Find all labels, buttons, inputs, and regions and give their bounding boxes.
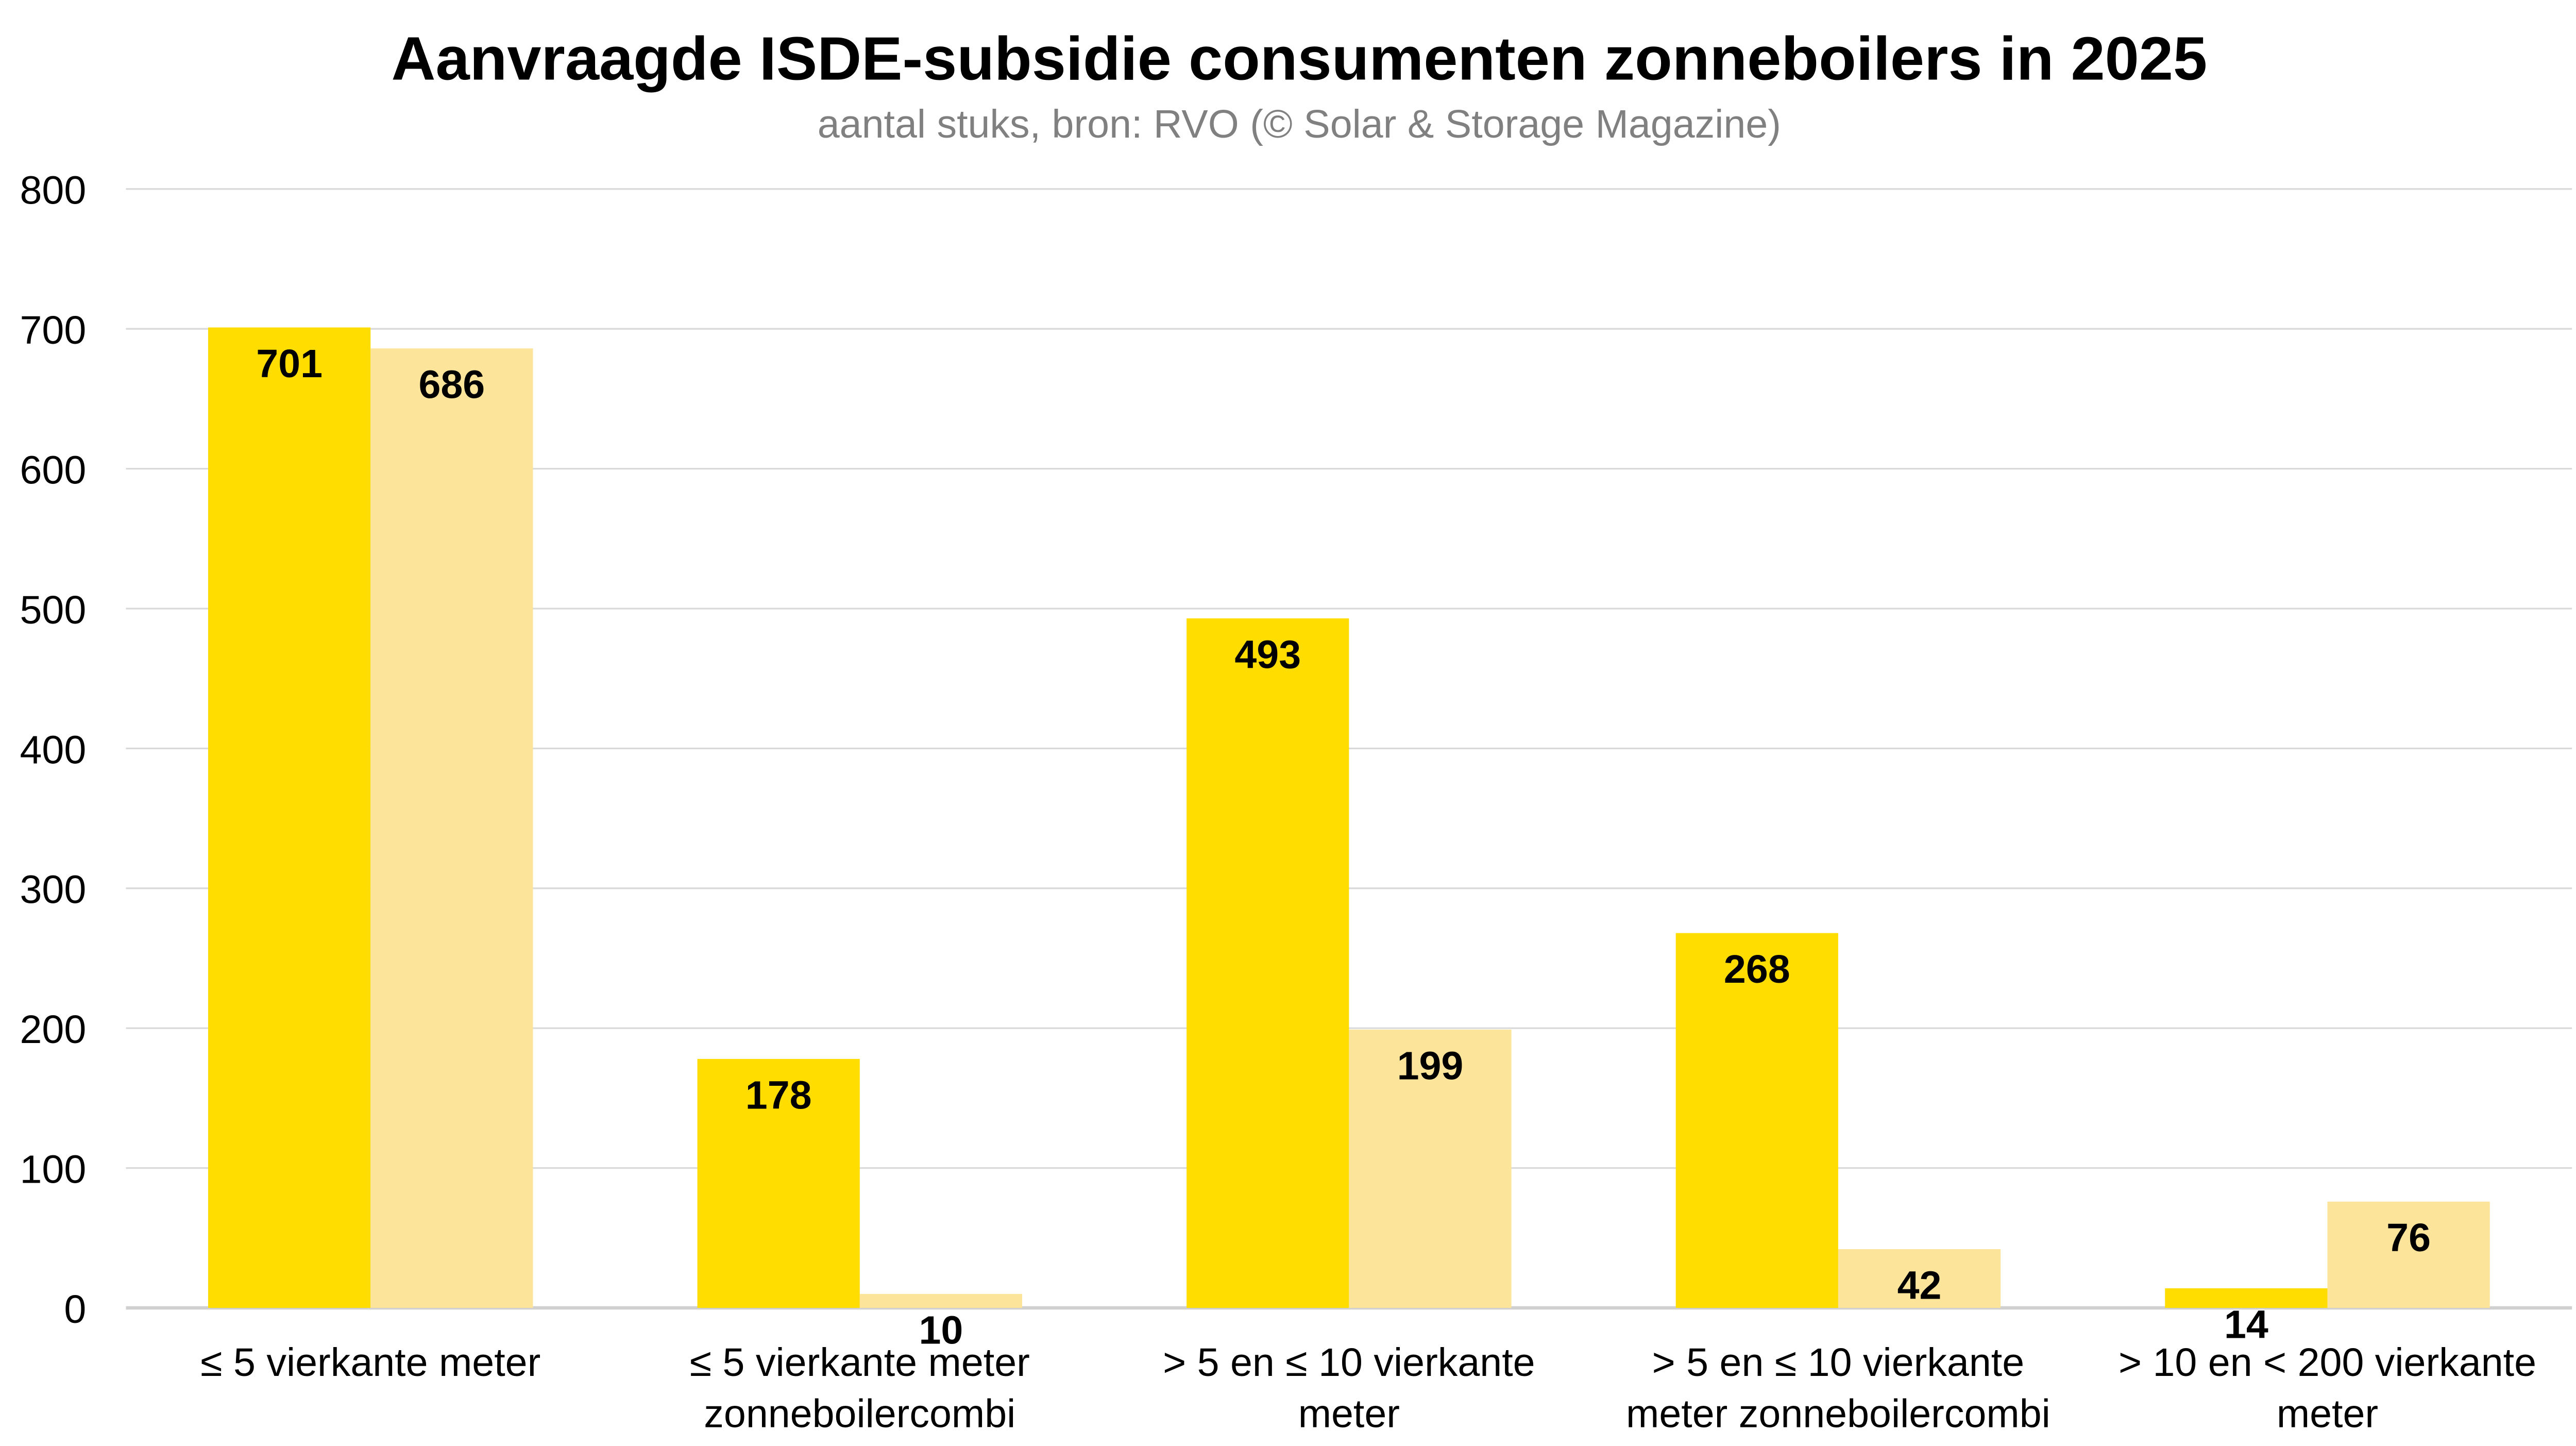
y-tick-label: 700 — [20, 308, 86, 352]
y-tick-label: 400 — [20, 728, 86, 772]
data-label: 178 — [745, 1073, 812, 1117]
y-tick-label: 800 — [20, 169, 86, 213]
y-axis: 0 100 200 300 400 500 600 700 800 — [20, 169, 86, 1332]
category-label: > 10 en < 200 vierkante — [2119, 1340, 2536, 1385]
category-label: zonneboilercombi — [704, 1392, 1015, 1436]
x-axis: ≤ 5 vierkante meter ≤ 5 vierkante meter zo… — [200, 1340, 2536, 1436]
chart-title: Aanvraagde ISDE-subsidie consumenten zon… — [392, 24, 2208, 93]
bar-series-2 — [1349, 1029, 1512, 1308]
data-labels: 701 686 178 10 493 199 268 42 14 76 — [256, 342, 2431, 1352]
data-label: 268 — [1724, 947, 1790, 991]
category-label: > 5 en ≤ 10 vierkante — [1163, 1340, 1535, 1385]
chart-subtitle: aantal stuks, bron: RVO (© Solar & Stora… — [818, 102, 1781, 146]
bars — [208, 327, 2490, 1308]
data-label: 14 — [2224, 1303, 2268, 1347]
bar-series-1 — [1187, 618, 1349, 1308]
data-label: 10 — [919, 1308, 963, 1352]
category-label: meter — [1298, 1392, 1400, 1436]
data-label: 701 — [256, 342, 323, 386]
data-label: 199 — [1397, 1044, 1464, 1088]
bar-series-1 — [208, 327, 371, 1308]
y-tick-label: 500 — [20, 588, 86, 632]
data-label: 42 — [1897, 1264, 1942, 1308]
category-label: > 5 en ≤ 10 vierkante — [1652, 1340, 2025, 1385]
bar-series-2 — [859, 1293, 1023, 1308]
category-label: meter zonneboilercombi — [1626, 1392, 2050, 1436]
y-tick-label: 300 — [20, 868, 86, 912]
y-tick-label: 0 — [64, 1287, 86, 1332]
category-label: ≤ 5 vierkante meter — [690, 1340, 1030, 1385]
data-label: 686 — [418, 363, 485, 407]
bar-series-2 — [370, 348, 533, 1308]
bar-series-1 — [697, 1058, 860, 1308]
data-label: 493 — [1234, 632, 1301, 677]
category-label: ≤ 5 vierkante meter — [200, 1340, 540, 1385]
y-tick-label: 200 — [20, 1007, 86, 1052]
bar-series-2 — [1838, 1249, 2001, 1308]
data-label: 76 — [2386, 1216, 2431, 1260]
category-label: meter — [2277, 1392, 2378, 1436]
y-tick-label: 100 — [20, 1148, 86, 1192]
bar-series-1 — [2165, 1288, 2328, 1308]
y-tick-label: 600 — [20, 448, 86, 493]
bar-series-1 — [1675, 933, 1838, 1308]
bar-series-2 — [2327, 1201, 2490, 1308]
